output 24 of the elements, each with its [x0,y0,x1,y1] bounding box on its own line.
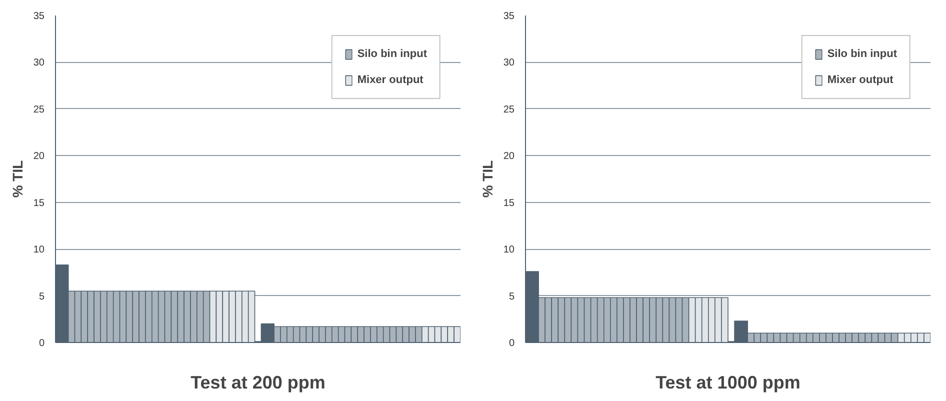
legend-label: Mixer output [827,74,894,86]
y-tick-label: 35 [33,11,45,22]
y-tick-label: 5 [38,291,45,302]
y-tick-label: 10 [33,244,45,256]
x-axis-title: Test at 1000 ppm [656,372,800,392]
y-tick-label: 20 [33,151,45,162]
y-tick-label: 25 [33,104,45,116]
legend-label: Silo bin input [357,48,427,60]
y-tick-label: 10 [503,244,515,256]
y-tick-label: 0 [508,338,515,349]
y-tick-label: 30 [503,58,515,69]
y-tick-label: 30 [33,58,45,69]
y-tick-label: 25 [503,104,515,116]
y-axis-title: % TIL [9,160,26,198]
y-tick-label: 0 [38,338,45,349]
legend-label: Silo bin input [827,48,897,60]
y-tick-label: 5 [508,291,515,302]
y-tick-label: 20 [503,151,515,162]
y-axis-title: % TIL [479,160,496,198]
y-tick-label: 15 [33,198,45,209]
y-tick-label: 35 [503,11,515,22]
y-tick-label: 15 [503,198,515,209]
legend-label: Mixer output [357,74,424,86]
x-axis-title: Test at 200 ppm [190,372,326,392]
